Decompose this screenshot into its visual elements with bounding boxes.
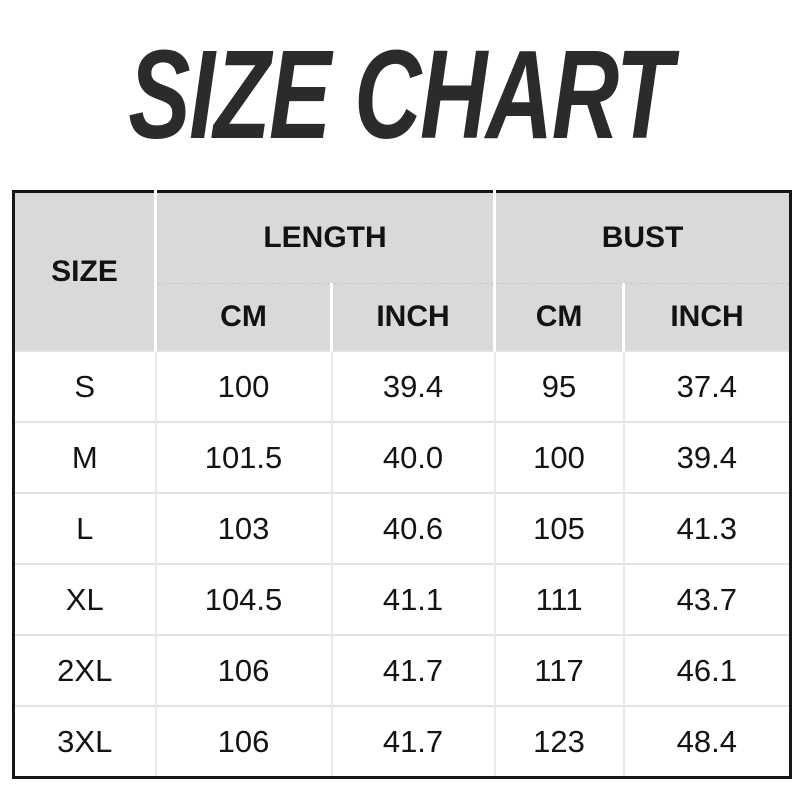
cell-length-cm: 100 (154, 350, 332, 422)
cell-bust-inch: 48.4 (622, 705, 791, 778)
cell-length-inch: 41.7 (330, 634, 495, 706)
cell-length-cm: 104.5 (154, 563, 332, 635)
cell-bust-cm: 95 (493, 350, 624, 422)
header-size: SIZE (13, 191, 157, 352)
table-row-m: M 101.5 40.0 100 39.4 (13, 421, 791, 493)
header-length-group: LENGTH (153, 191, 495, 284)
cell-length-inch: 41.1 (330, 563, 495, 635)
table-body: S 100 39.4 95 37.4 M 101.5 40.0 100 39.4… (13, 350, 791, 778)
header-length-cm: CM (154, 283, 332, 352)
size-chart-table: SIZE LENGTH BUST CM INCH CM INCH S 100 3… (12, 190, 793, 779)
header-bust-inch: INCH (622, 283, 791, 352)
header-bust-group: BUST (493, 191, 791, 284)
cell-length-cm: 106 (154, 705, 332, 778)
cell-size: 3XL (13, 705, 156, 778)
header-bust-cm: CM (493, 283, 624, 352)
cell-size: S (13, 350, 156, 422)
cell-bust-inch: 41.3 (622, 492, 791, 564)
cell-length-cm: 101.5 (154, 421, 332, 493)
cell-bust-cm: 100 (493, 421, 624, 493)
table-row-3xl: 3XL 106 41.7 123 48.4 (13, 705, 791, 778)
table-row-xl: XL 104.5 41.1 111 43.7 (13, 563, 791, 635)
cell-bust-cm: 111 (493, 563, 624, 635)
cell-size: 2XL (13, 634, 156, 706)
cell-bust-inch: 37.4 (622, 350, 791, 422)
cell-bust-cm: 117 (493, 634, 624, 706)
cell-length-inch: 39.4 (330, 350, 495, 422)
cell-length-cm: 106 (154, 634, 332, 706)
page-title: SIZE CHART (0, 32, 800, 197)
cell-length-inch: 40.6 (330, 492, 495, 564)
cell-bust-cm: 105 (493, 492, 624, 564)
cell-length-inch: 41.7 (330, 705, 495, 778)
cell-bust-inch: 43.7 (622, 563, 791, 635)
table-row-l: L 103 40.6 105 41.3 (13, 492, 791, 564)
cell-size: XL (13, 563, 156, 635)
cell-bust-inch: 46.1 (622, 634, 791, 706)
header-length-inch: INCH (329, 283, 495, 352)
cell-bust-cm: 123 (493, 705, 624, 778)
table-row-s: S 100 39.4 95 37.4 (13, 350, 791, 422)
cell-length-cm: 103 (154, 492, 332, 564)
table-row-2xl: 2XL 106 41.7 117 46.1 (13, 634, 791, 706)
table-header: SIZE LENGTH BUST CM INCH CM INCH (13, 191, 791, 352)
cell-bust-inch: 39.4 (622, 421, 791, 493)
page-title-text: SIZE CHART (128, 24, 673, 165)
cell-size: L (13, 492, 156, 564)
cell-length-inch: 40.0 (330, 421, 495, 493)
cell-size: M (13, 421, 156, 493)
